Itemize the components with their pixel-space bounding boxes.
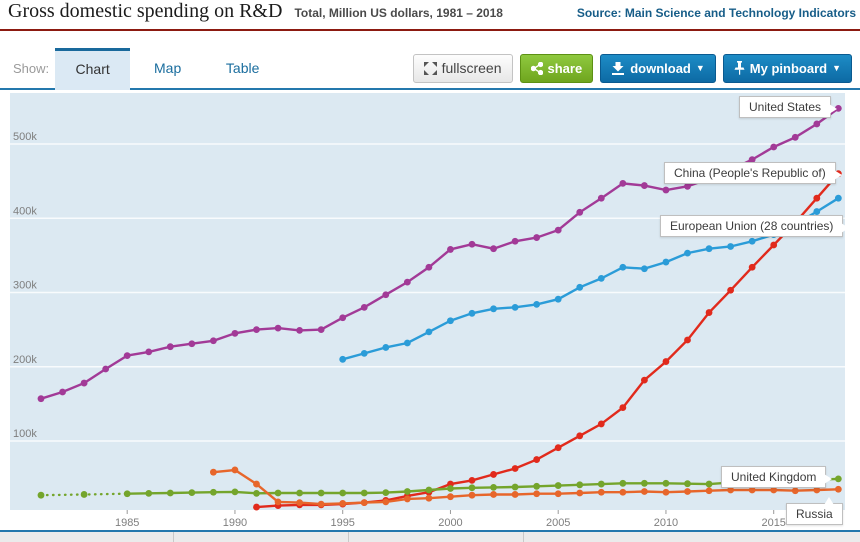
caret-down-icon: ▼: [695, 63, 705, 73]
chart-subtitle: Total, Million US dollars, 1981 – 2018: [294, 6, 503, 20]
svg-text:2005: 2005: [546, 517, 570, 529]
svg-text:2015: 2015: [761, 517, 785, 529]
download-button[interactable]: download ▼: [600, 53, 716, 83]
line-chart[interactable]: 100k 200k 300k 400k 500k 1985 1990 1995 2000 2005…: [10, 93, 845, 530]
svg-text:1985: 1985: [115, 517, 139, 529]
series-label-china[interactable]: China (People's Republic of): [664, 162, 842, 184]
svg-text:100k: 100k: [13, 428, 37, 440]
share-button[interactable]: share: [519, 53, 594, 83]
series-label-united-kingdom[interactable]: United Kingdom: [721, 466, 833, 488]
slider-top-line: [0, 530, 860, 532]
series-label-united-states[interactable]: United States: [739, 96, 838, 118]
tab-table[interactable]: Table: [225, 60, 260, 76]
chart-header: Gross domestic spending on R&D Total, Mi…: [0, 0, 860, 31]
pin-icon: [734, 61, 745, 75]
chart-plot-area[interactable]: 100k 200k 300k 400k 500k 1985 1990 1995 2000 2005…: [10, 93, 850, 530]
callout-arrow: [841, 223, 850, 233]
svg-text:300k: 300k: [13, 280, 37, 292]
svg-text:500k: 500k: [13, 131, 37, 143]
callout-arrow: [824, 474, 833, 484]
svg-text:200k: 200k: [13, 354, 37, 366]
callout-arrow: [833, 170, 842, 180]
svg-text:2010: 2010: [654, 517, 678, 529]
callout-arrow: [829, 104, 838, 114]
callout-arrow: [823, 497, 834, 505]
source-text: Source: Main Science and Technology Indi…: [576, 6, 856, 20]
series-label-european-union[interactable]: European Union (28 countries): [660, 215, 850, 237]
my-pinboard-button[interactable]: My pinboard ▼: [722, 53, 852, 83]
rail-divider: [523, 532, 524, 542]
rail-divider: [173, 532, 174, 542]
fullscreen-button[interactable]: fullscreen: [412, 53, 513, 83]
svg-text:400k: 400k: [13, 205, 37, 217]
svg-text:1995: 1995: [330, 517, 354, 529]
show-label: Show:: [13, 60, 50, 76]
share-icon: [530, 61, 543, 75]
page-title: Gross domestic spending on R&D: [8, 0, 283, 22]
tab-map[interactable]: Map: [154, 60, 182, 76]
series-label-russia[interactable]: Russia: [786, 497, 843, 525]
time-slider-rail[interactable]: [0, 532, 860, 542]
fullscreen-icon: [423, 61, 437, 75]
svg-text:1990: 1990: [223, 517, 247, 529]
download-icon: [611, 61, 625, 75]
toolbar: Show: Chart Map Table fullscreen share d…: [0, 48, 860, 90]
rail-divider: [348, 532, 349, 542]
tab-chart[interactable]: Chart: [55, 48, 131, 90]
caret-down-icon: ▼: [832, 63, 841, 73]
svg-text:2000: 2000: [438, 517, 462, 529]
